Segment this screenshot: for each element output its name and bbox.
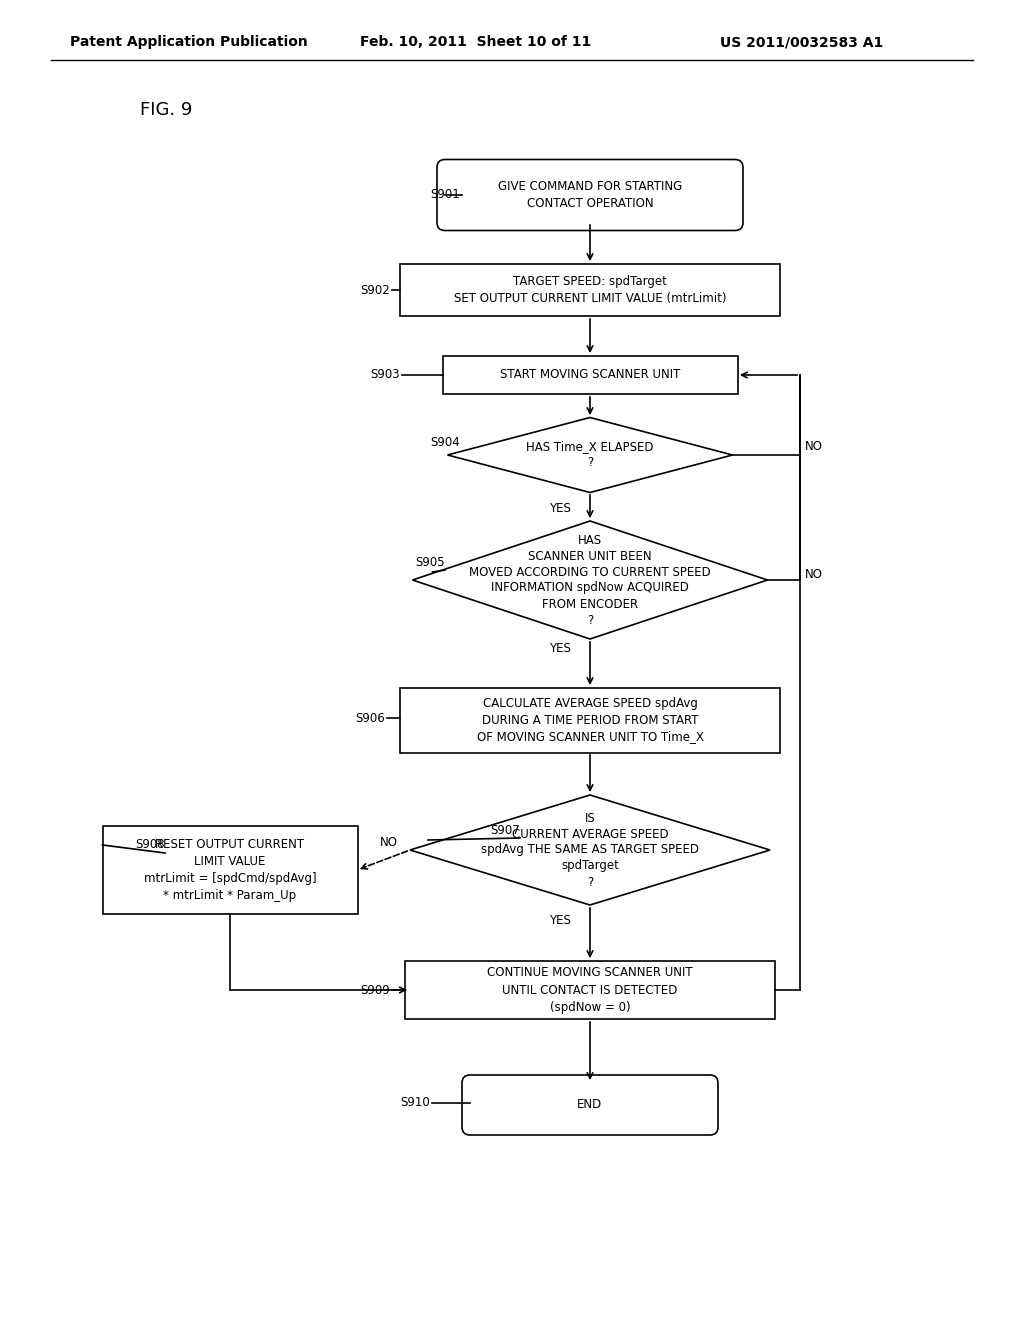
Text: START MOVING SCANNER UNIT: START MOVING SCANNER UNIT	[500, 368, 680, 381]
Text: US 2011/0032583 A1: US 2011/0032583 A1	[720, 36, 884, 49]
Text: GIVE COMMAND FOR STARTING
CONTACT OPERATION: GIVE COMMAND FOR STARTING CONTACT OPERAT…	[498, 180, 682, 210]
Text: CALCULATE AVERAGE SPEED spdAvg
DURING A TIME PERIOD FROM START
OF MOVING SCANNER: CALCULATE AVERAGE SPEED spdAvg DURING A …	[476, 697, 703, 743]
Text: RESET OUTPUT CURRENT
LIMIT VALUE
mtrLimit = [spdCmd/spdAvg]
* mtrLimit * Param_U: RESET OUTPUT CURRENT LIMIT VALUE mtrLimi…	[143, 838, 316, 902]
Polygon shape	[410, 795, 770, 906]
Text: TARGET SPEED: spdTarget
SET OUTPUT CURRENT LIMIT VALUE (mtrLimit): TARGET SPEED: spdTarget SET OUTPUT CURRE…	[454, 275, 726, 305]
Text: NO: NO	[805, 441, 823, 454]
Text: S902: S902	[360, 284, 390, 297]
Text: YES: YES	[549, 913, 571, 927]
Text: S905: S905	[415, 556, 444, 569]
Bar	[400, 264, 780, 315]
Text: S907: S907	[490, 824, 520, 837]
FancyBboxPatch shape	[437, 160, 743, 231]
Text: S901: S901	[430, 189, 460, 202]
Text: Patent Application Publication: Patent Application Publication	[70, 36, 308, 49]
Text: S904: S904	[430, 436, 460, 449]
Text: CONTINUE MOVING SCANNER UNIT
UNTIL CONTACT IS DETECTED
(spdNow = 0): CONTINUE MOVING SCANNER UNIT UNTIL CONTA…	[487, 966, 693, 1014]
Text: Feb. 10, 2011  Sheet 10 of 11: Feb. 10, 2011 Sheet 10 of 11	[360, 36, 591, 49]
Bar	[406, 961, 775, 1019]
Text: S908: S908	[135, 838, 165, 851]
Text: YES: YES	[549, 642, 571, 655]
Text: S909: S909	[360, 983, 390, 997]
Text: S910: S910	[400, 1097, 430, 1110]
Polygon shape	[447, 417, 732, 492]
Text: FIG. 9: FIG. 9	[140, 102, 193, 119]
Text: YES: YES	[549, 502, 571, 515]
FancyBboxPatch shape	[462, 1074, 718, 1135]
Text: HAS Time_X ELAPSED
?: HAS Time_X ELAPSED ?	[526, 441, 653, 470]
Bar	[442, 356, 737, 393]
Text: END: END	[578, 1098, 603, 1111]
Text: S903: S903	[371, 368, 400, 381]
Text: S906: S906	[355, 711, 385, 725]
Text: NO: NO	[805, 569, 823, 582]
Text: IS
CURRENT AVERAGE SPEED
spdAvg THE SAME AS TARGET SPEED
spdTarget
?: IS CURRENT AVERAGE SPEED spdAvg THE SAME…	[481, 812, 699, 888]
Text: NO: NO	[380, 837, 398, 850]
Text: HAS
SCANNER UNIT BEEN
MOVED ACCORDING TO CURRENT SPEED
INFORMATION spdNow ACQUIR: HAS SCANNER UNIT BEEN MOVED ACCORDING TO…	[469, 533, 711, 627]
Polygon shape	[413, 521, 768, 639]
Bar	[102, 826, 357, 913]
Bar	[400, 688, 780, 752]
